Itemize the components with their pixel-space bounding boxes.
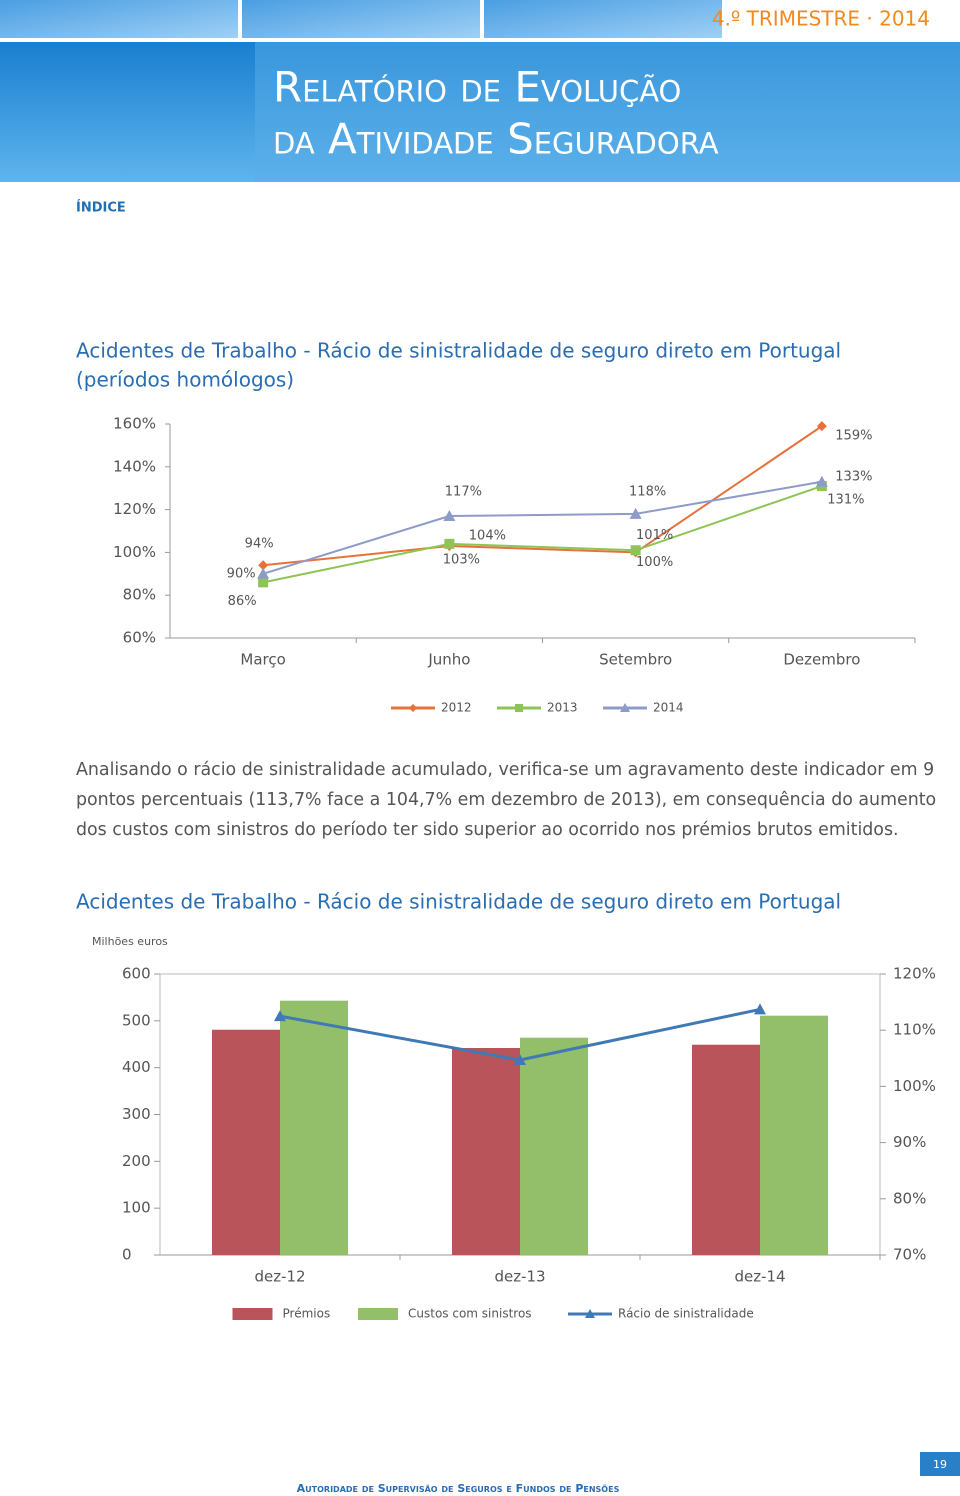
data-label: 100% (636, 555, 673, 570)
data-label: 94% (245, 537, 274, 552)
y-tick-label: 60% (123, 629, 156, 647)
y2-tick-label: 120% (893, 965, 936, 983)
header-tabs (0, 0, 960, 182)
data-point (815, 475, 828, 487)
legend-label: 2012 (441, 701, 472, 715)
page-number: 19 (933, 1458, 947, 1471)
page-number-box (920, 1452, 960, 1476)
data-point (816, 421, 827, 432)
y2-tick-label: 110% (893, 1021, 936, 1039)
data-point (754, 1003, 766, 1015)
x-tick-label: Junho (427, 651, 470, 669)
y-tick-label: 500 (122, 1011, 151, 1029)
data-point (514, 1053, 526, 1065)
y-tick-label: 140% (113, 457, 156, 475)
data-point (630, 545, 641, 556)
data-label: 131% (827, 493, 864, 508)
series-line (262, 480, 823, 575)
data-point (444, 538, 455, 549)
period: 4.º TRIMESTRE · 2014 (712, 7, 930, 31)
x-tick-label: dez-14 (734, 1268, 785, 1286)
chart-title: Acidentes de Trabalho - Rácio de sinistr… (76, 890, 841, 914)
y-tick-label: 120% (113, 500, 156, 518)
data-label: 133% (835, 469, 872, 484)
legend-label: Custos com sinistros (408, 1307, 532, 1321)
legend-marker (515, 704, 523, 712)
y2-tick-label: 90% (893, 1133, 926, 1151)
legend-marker (620, 703, 630, 712)
x-tick-label: Dezembro (783, 651, 860, 669)
title: da Atividade Seguradora (273, 115, 719, 164)
y-tick-label: 80% (123, 586, 156, 604)
data-point (274, 1010, 286, 1022)
data-label: 90% (227, 566, 256, 581)
title: Relatório de Evolução (273, 63, 681, 112)
y-tick-label: 400 (122, 1058, 151, 1076)
y2-tick-label: 70% (893, 1246, 926, 1264)
legend-swatch (358, 1308, 398, 1320)
data-label: 104% (469, 528, 506, 543)
bar (212, 1029, 280, 1255)
data-label: 159% (835, 429, 872, 444)
data-point (258, 577, 269, 588)
x-tick-label: dez-12 (254, 1268, 305, 1286)
data-label: 103% (443, 552, 480, 567)
series-line (262, 485, 823, 584)
chart-title: Acidentes de Trabalho - Rácio de sinistr… (76, 339, 841, 363)
y2-tick-label: 80% (893, 1189, 926, 1207)
footer: Autoridade de Supervisão de Seguros e Fu… (297, 1482, 620, 1495)
y2-tick-label: 100% (893, 1077, 936, 1095)
y-tick-label: 160% (113, 415, 156, 433)
y-axis-label: Milhões euros (92, 935, 168, 948)
bar (692, 1044, 760, 1255)
y-tick-label: 100 (122, 1199, 151, 1217)
bar (280, 1000, 348, 1255)
legend-label: Prémios (283, 1307, 331, 1321)
legend-marker (585, 1309, 595, 1318)
legend-swatch (232, 1308, 273, 1320)
data-label: 101% (636, 528, 673, 543)
data-label: 118% (629, 484, 666, 499)
x-tick-label: dez-13 (494, 1268, 545, 1286)
bar (452, 1047, 520, 1255)
legend-label: 2013 (547, 701, 578, 715)
y-tick-label: 300 (122, 1105, 151, 1123)
data-point (443, 510, 456, 522)
bar (760, 1015, 828, 1255)
data-point (629, 507, 642, 519)
series-line (263, 425, 823, 567)
data-point (257, 567, 270, 579)
legend-label: Rácio de sinistralidade (618, 1307, 754, 1321)
bar (520, 1037, 588, 1255)
y-tick-label: 200 (122, 1152, 151, 1170)
index-link[interactable]: ÍNDICE (76, 200, 126, 216)
legend-marker (409, 704, 417, 712)
y-tick-label: 600 (122, 965, 151, 983)
data-point (258, 560, 269, 571)
y-tick-label: 100% (113, 543, 156, 561)
data-label: 117% (445, 485, 482, 500)
y-tick-label: 0 (122, 1246, 132, 1264)
legend-label: 2014 (653, 701, 684, 715)
data-label: 86% (228, 594, 257, 609)
paragraph: Analisando o rácio de sinistralidade acu… (76, 760, 937, 840)
chart-subtitle: (períodos homólogos) (76, 368, 294, 392)
x-tick-label: Março (240, 651, 285, 669)
x-tick-label: Setembro (599, 651, 672, 669)
